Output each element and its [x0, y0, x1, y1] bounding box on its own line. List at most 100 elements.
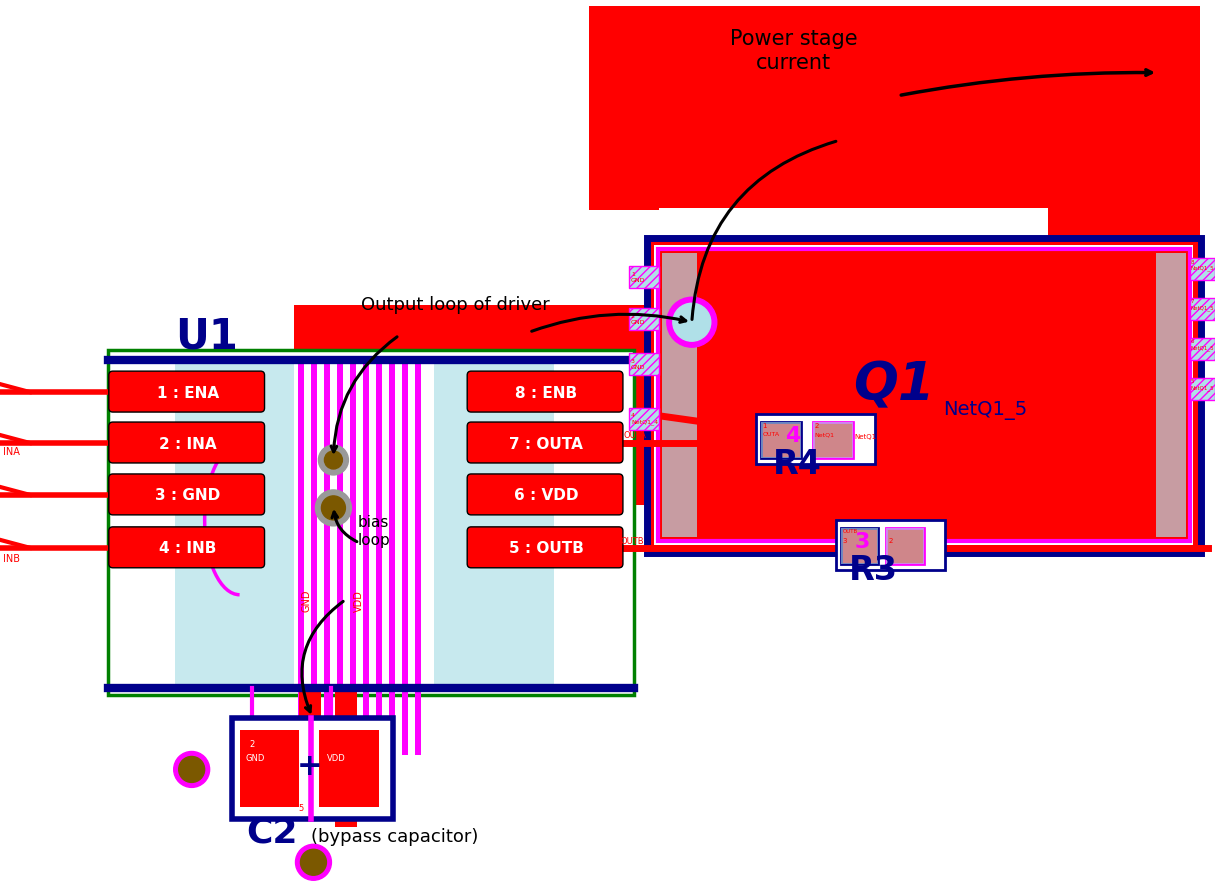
Bar	[662, 253, 1185, 537]
Bar	[813, 422, 853, 458]
Bar	[389, 362, 396, 756]
Text: 3: 3	[854, 532, 870, 552]
Bar	[175, 362, 295, 685]
Text: 8
NetQ1_5: 8 NetQ1_5	[1191, 259, 1215, 271]
Text: (bypass capacitor): (bypass capacitor)	[312, 829, 478, 846]
Circle shape	[315, 490, 352, 526]
Bar	[629, 408, 658, 430]
Bar	[629, 266, 658, 289]
Bar	[647, 239, 1201, 552]
Bar	[629, 308, 658, 331]
Bar	[364, 362, 370, 756]
Text: 4: 4	[785, 426, 800, 446]
Bar	[1190, 298, 1215, 320]
Text: OUTB: OUTB	[621, 537, 645, 546]
Text: 3: 3	[842, 538, 847, 544]
Bar	[1190, 339, 1215, 360]
FancyBboxPatch shape	[108, 372, 264, 412]
Circle shape	[174, 751, 209, 788]
Bar	[1190, 378, 1215, 400]
Bar	[240, 730, 299, 807]
Text: 2 : INA: 2 : INA	[159, 437, 217, 452]
Text: 2: 2	[888, 538, 893, 544]
Bar	[350, 362, 357, 756]
Circle shape	[673, 303, 711, 341]
Text: 8 : ENB: 8 : ENB	[515, 386, 577, 401]
Text: 1 : ENA: 1 : ENA	[157, 386, 219, 401]
Text: Output loop of driver: Output loop of driver	[361, 296, 550, 315]
Text: +: +	[297, 752, 323, 781]
Text: 1: 1	[763, 423, 767, 429]
Text: 2: 2	[814, 423, 819, 429]
Bar	[231, 717, 393, 820]
Circle shape	[301, 849, 326, 875]
Text: OUTA: OUTA	[763, 432, 780, 437]
Bar	[756, 414, 875, 464]
Bar	[108, 350, 634, 695]
Text: 2
GND: 2 GND	[630, 314, 645, 324]
Bar	[629, 353, 658, 375]
Text: 2: 2	[249, 740, 254, 749]
Bar	[697, 253, 1156, 537]
Bar	[434, 362, 554, 685]
Bar	[819, 5, 1200, 440]
Bar	[841, 527, 879, 564]
FancyBboxPatch shape	[108, 474, 264, 515]
Bar	[654, 245, 1193, 544]
Bar	[403, 362, 408, 756]
Bar	[813, 422, 853, 458]
Text: GND: GND	[246, 755, 265, 764]
Circle shape	[179, 756, 204, 782]
Bar	[299, 688, 321, 817]
Text: R3: R3	[848, 554, 897, 587]
FancyBboxPatch shape	[467, 422, 623, 463]
Text: VDD: VDD	[327, 755, 346, 764]
FancyBboxPatch shape	[467, 474, 623, 515]
Text: bias
loop: bias loop	[358, 515, 391, 548]
Text: GND: GND	[302, 589, 312, 612]
Text: NetQ1: NetQ1	[814, 432, 835, 437]
FancyBboxPatch shape	[108, 527, 264, 568]
Bar	[658, 249, 1190, 541]
Text: INB: INB	[2, 554, 19, 564]
Text: OUTA: OUTA	[624, 431, 646, 440]
Bar	[325, 362, 331, 756]
Text: NetQ1_5: NetQ1_5	[943, 401, 1027, 420]
Text: VDD: VDD	[354, 590, 364, 612]
Text: OUTB: OUTB	[842, 529, 858, 534]
FancyBboxPatch shape	[108, 422, 264, 463]
Bar	[376, 362, 382, 756]
Bar	[761, 422, 801, 458]
Text: 5: 5	[299, 805, 304, 813]
Text: 7 : OUTA: 7 : OUTA	[509, 437, 583, 452]
Bar	[337, 362, 343, 756]
Text: NetQ1: NetQ1	[854, 434, 876, 440]
Circle shape	[296, 845, 331, 880]
Bar	[319, 730, 380, 807]
Text: 7
NetQ1_5: 7 NetQ1_5	[1191, 299, 1215, 311]
Text: C2: C2	[247, 815, 298, 849]
Circle shape	[325, 451, 342, 469]
Circle shape	[319, 445, 348, 475]
Bar	[298, 362, 304, 756]
Bar	[658, 208, 1048, 239]
Bar	[886, 527, 925, 564]
Bar	[761, 422, 801, 458]
Text: 3 : GND: 3 : GND	[155, 488, 220, 503]
Text: INA: INA	[2, 447, 19, 457]
Bar	[295, 306, 669, 505]
Circle shape	[321, 496, 346, 519]
Text: 5
NetQ1_5: 5 NetQ1_5	[1191, 380, 1215, 391]
Text: 6 : VDD: 6 : VDD	[514, 488, 578, 503]
Bar	[415, 362, 421, 756]
FancyBboxPatch shape	[467, 527, 623, 568]
Text: R4: R4	[773, 448, 821, 481]
Text: Power stage
current: Power stage current	[730, 29, 858, 73]
FancyBboxPatch shape	[467, 372, 623, 412]
Bar	[886, 527, 925, 564]
Bar	[841, 527, 879, 564]
Text: 5 : OUTB: 5 : OUTB	[509, 542, 583, 556]
Text: 4 : INB: 4 : INB	[159, 542, 217, 556]
Bar	[836, 519, 946, 569]
Text: 6
NetQ1_5: 6 NetQ1_5	[1191, 339, 1215, 351]
